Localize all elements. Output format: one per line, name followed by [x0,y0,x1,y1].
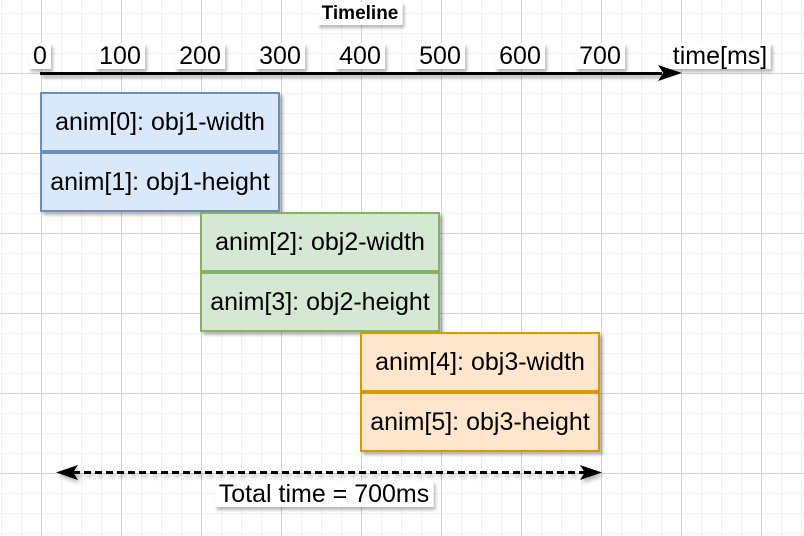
anim-bar-0: anim[0]: obj1-width [40,92,280,152]
axis-tick-100: 100 [95,43,145,69]
anim-bar-2-label: anim[2]: obj2-width [215,227,425,256]
axis-tick-700: 700 [575,43,625,69]
diagram-title: Timeline [317,2,403,25]
axis-tick-500: 500 [415,43,465,69]
axis-tick-400: 400 [335,43,385,69]
anim-bar-4-label: anim[4]: obj3-width [375,347,585,376]
anim-bar-0-label: anim[0]: obj1-width [55,107,265,136]
axis-tick-600: 600 [495,43,545,69]
anim-bar-4: anim[4]: obj3-width [360,332,600,392]
axis-tick-300: 300 [255,43,305,69]
anim-bar-1: anim[1]: obj1-height [40,152,280,212]
dashed-line [73,471,585,474]
anim-bar-3: anim[3]: obj2-height [200,272,440,332]
anim-bar-3-label: anim[3]: obj2-height [210,287,430,316]
anim-bar-1-label: anim[1]: obj1-height [50,167,270,196]
axis-tick-0: 0 [29,43,51,69]
anim-bar-5-label: anim[5]: obj3-height [370,407,590,436]
anim-bar-2: anim[2]: obj2-width [200,212,440,272]
anim-bar-5: anim[5]: obj3-height [360,392,600,452]
total-time-label: Total time = 700ms [214,481,434,507]
axis-tick-200: 200 [175,43,225,69]
axis-unit-label: time[ms] [668,43,772,69]
time-axis-line [40,72,662,75]
